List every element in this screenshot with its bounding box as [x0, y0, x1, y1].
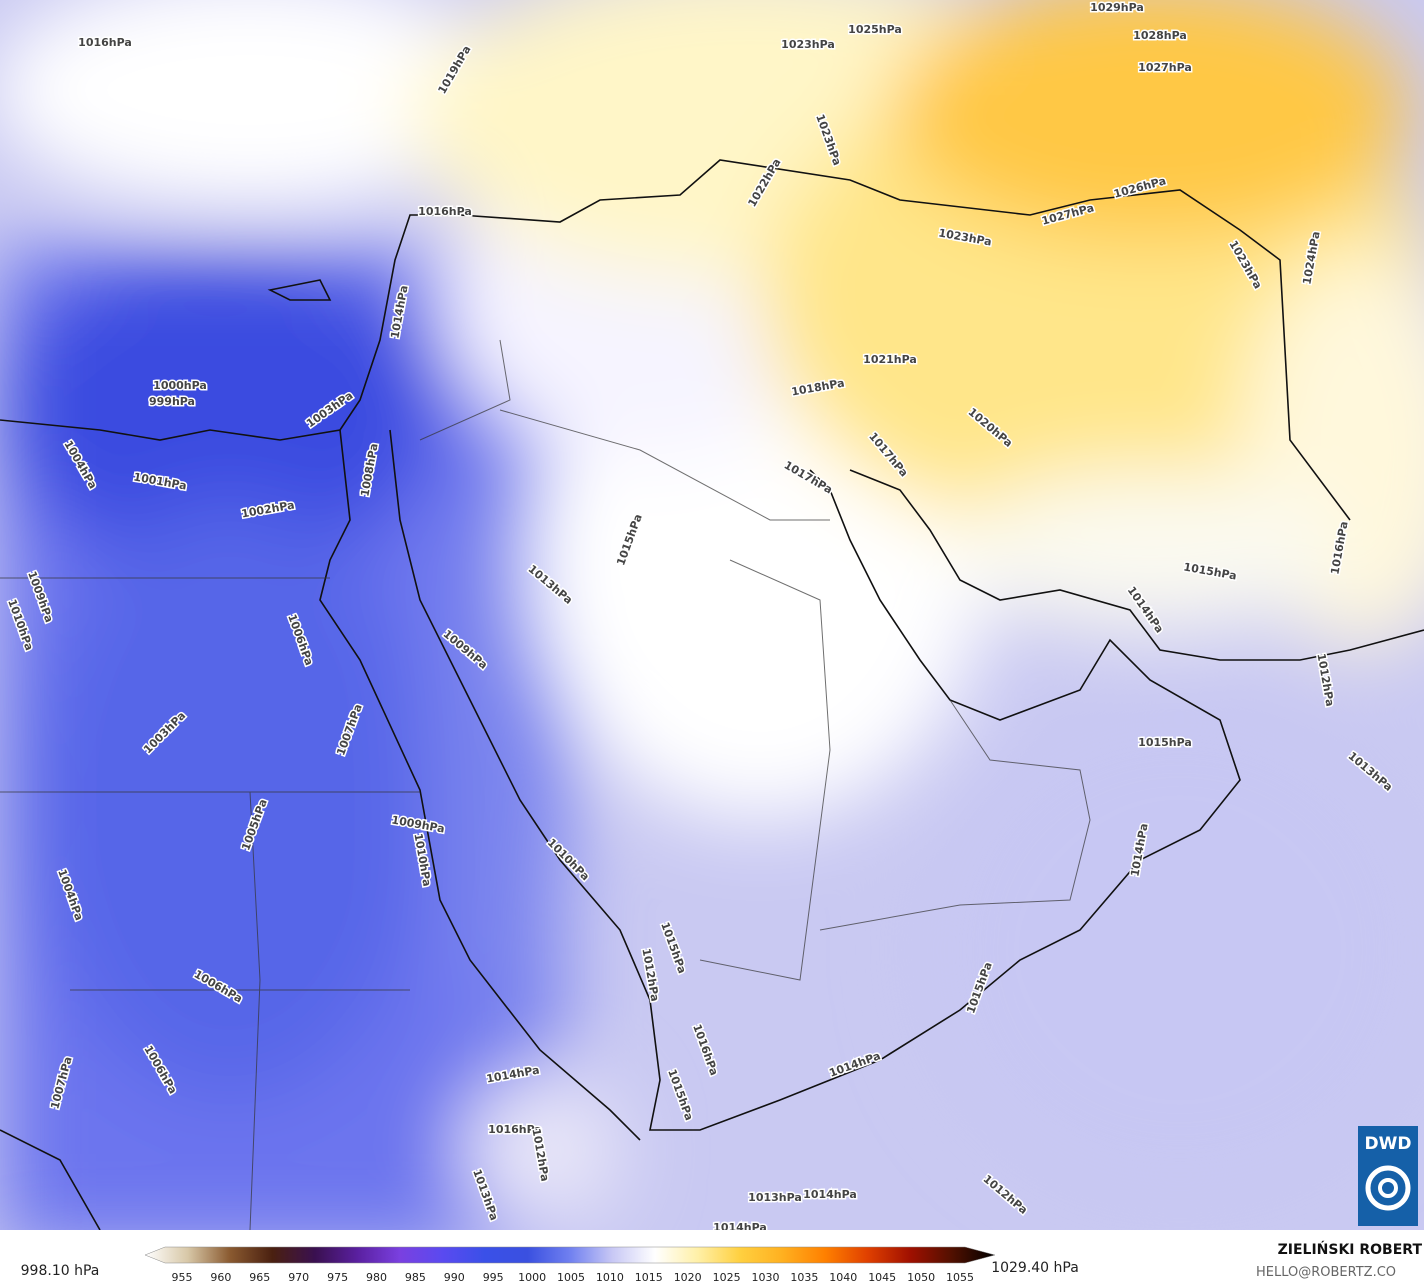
- author: ZIELIŃSKI ROBERT: [1278, 1240, 1423, 1258]
- colorbar-tick-label: 990: [444, 1271, 465, 1284]
- isobar-label: 1029hPa: [1090, 1, 1144, 14]
- logo-swirl-inner: [1378, 1178, 1398, 1198]
- colorbar-tick-label: 1050: [907, 1271, 935, 1284]
- colorbar-tick-label: 1010: [596, 1271, 624, 1284]
- dwd-logo: DWD: [1358, 1126, 1418, 1226]
- colorbar-max: 1029.40 hPa: [991, 1260, 1079, 1276]
- colorbar-tick-label: 995: [483, 1271, 504, 1284]
- coastlines: [0, 159, 1424, 1230]
- colorbar-tick-label: 960: [210, 1271, 231, 1284]
- isobar-label: 1015hPa: [1138, 736, 1192, 749]
- isobar-label: 1016hPa: [418, 205, 472, 218]
- colorbar-tick-label: 1020: [674, 1271, 702, 1284]
- isobar-label: 1016hPa: [78, 36, 132, 49]
- isobar-label: 1016hPa: [488, 1123, 542, 1136]
- colorbar-tick-label: 955: [172, 1271, 193, 1284]
- logo-swirl: [1365, 1165, 1411, 1211]
- colorbar-tick-label: 1000: [518, 1271, 546, 1284]
- colorbar-tick-label: 1025: [713, 1271, 741, 1284]
- colorbar-tick-label: 1045: [868, 1271, 896, 1284]
- colorbar-tick-label: 985: [405, 1271, 426, 1284]
- isobar-label: 1014hPa: [803, 1188, 857, 1201]
- map: [0, 0, 1424, 1230]
- logo-text: DWD: [1365, 1134, 1412, 1154]
- isobar-label: 1013hPa: [748, 1191, 802, 1204]
- isobar-label: 1028hPa: [1133, 29, 1187, 42]
- colorbar-tick-label: 1005: [557, 1271, 585, 1284]
- colorbar-tick-label: 1040: [829, 1271, 857, 1284]
- colorbar-tick-label: 980: [366, 1271, 387, 1284]
- colorbar-tick-label: 970: [288, 1271, 309, 1284]
- colorbar-tick-label: 1035: [790, 1271, 818, 1284]
- colorbar-tick-label: 1030: [752, 1271, 780, 1284]
- isobar-label: 1021hPa: [863, 353, 917, 366]
- colorbar: [144, 1246, 996, 1264]
- colorbar-tick-label: 1015: [635, 1271, 663, 1284]
- contact: HELLO@ROBERTZ.CO: [1256, 1265, 1396, 1280]
- pressure-field: [0, 0, 1424, 1230]
- colorbar-ticks: 955 960 965 970 975 980 985 990 995 1000 1005 1010 1…: [172, 1271, 975, 1284]
- colorbar-min: 998.10 hPa: [21, 1263, 100, 1279]
- colorbar-tick-label: 975: [327, 1271, 348, 1284]
- isobar-label: 1000hPa: [153, 379, 207, 392]
- isobar-label: 999hPa: [149, 395, 195, 408]
- colorbar-tick-label: 965: [249, 1271, 270, 1284]
- isobar-label: 1027hPa: [1138, 61, 1192, 74]
- colorbar-tick-label: 1055: [946, 1271, 974, 1284]
- isobar-label: 1025hPa: [848, 23, 902, 36]
- borders: [0, 339, 1091, 1230]
- isobar-label: 1023hPa: [781, 38, 835, 51]
